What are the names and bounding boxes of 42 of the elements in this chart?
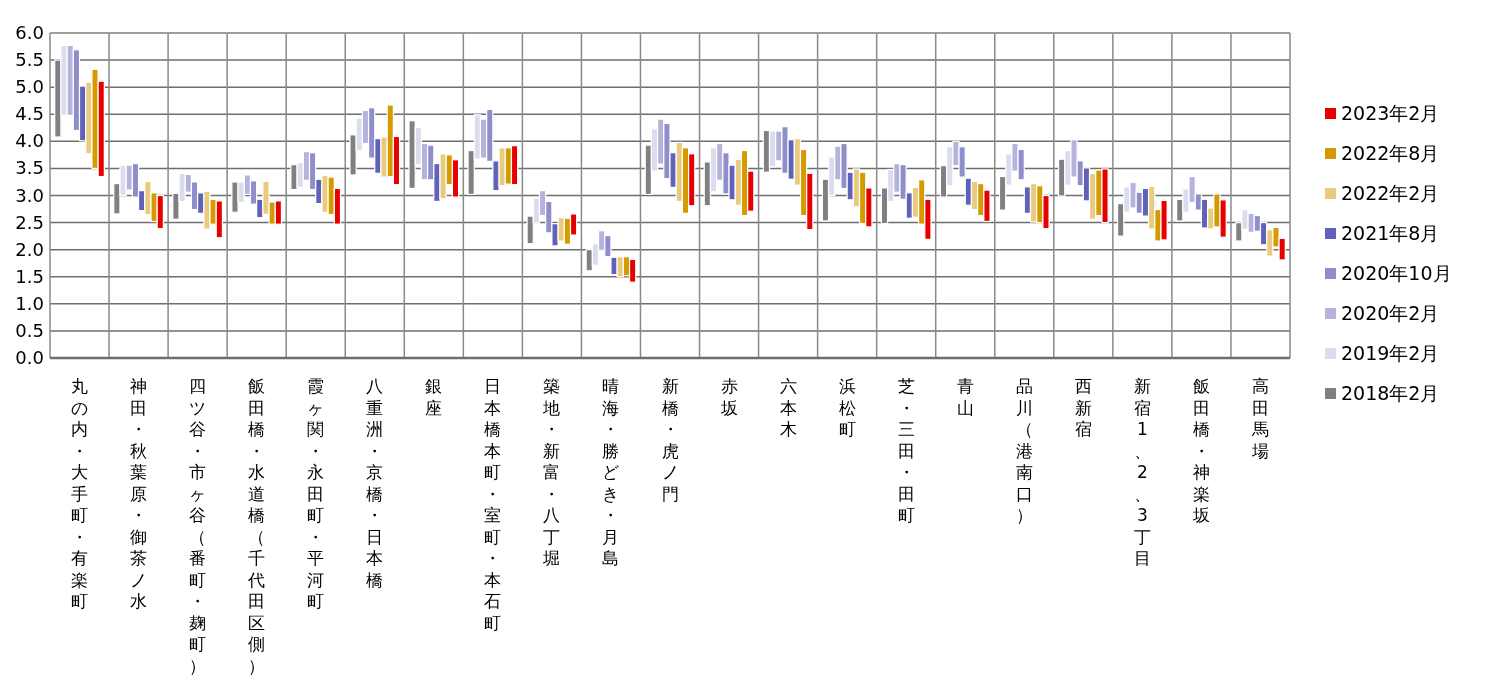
y-tick-label: 2.5	[15, 211, 44, 233]
y-tick-label: 3.0	[15, 184, 44, 206]
x-tick-label: 芝・三田・田町	[897, 376, 915, 525]
legend-label: 2022年8月	[1341, 142, 1440, 164]
y-tick-label: 1.0	[15, 292, 44, 314]
category-label: 日本橋本町・室町・本石町	[484, 376, 502, 633]
legend-label: 2023年2月	[1341, 102, 1440, 124]
category-label: 築地・新富・八丁堀	[543, 376, 561, 568]
y-tick-label: 3.5	[15, 157, 44, 179]
legend-label: 2019年2月	[1341, 342, 1440, 364]
y-tick-label: 0.0	[15, 347, 44, 368]
legend-label: 2020年10月	[1341, 262, 1452, 284]
category-label: 飯田橋・水道橋（千代田区側）	[248, 376, 266, 676]
x-tick-label: 赤坂	[719, 376, 738, 418]
category-label: 霞ヶ関・永田町・平河町	[307, 376, 325, 611]
y-tick-label: 2.0	[15, 238, 44, 260]
x-tick-label: 青山	[956, 376, 974, 418]
y-tick-label: 5.5	[15, 49, 44, 71]
y-tick-label: 4.5	[15, 103, 44, 125]
x-tick-label: 銀座	[425, 376, 443, 418]
y-tick-label: 1.5	[15, 265, 44, 287]
category-label: 晴海・勝どき・月島	[602, 376, 620, 568]
category-label: 新宿1、2、3丁目	[1133, 376, 1151, 568]
category-label: 八重洲・京橋・日本橋	[366, 376, 384, 590]
y-tick-label: 6.0	[15, 22, 44, 43]
x-tick-label: 高田馬場	[1250, 376, 1269, 461]
category-label: 神田・秋葉原・御茶ノ水	[130, 376, 148, 611]
legend-label: 2020年2月	[1341, 302, 1440, 324]
y-tick-label: 5.0	[15, 76, 44, 98]
x-tick-label: 西新宿	[1074, 376, 1092, 439]
y-tick-label: 4.0	[15, 130, 44, 152]
category-label: 丸の内・大手町・有楽町	[71, 376, 89, 611]
x-tick-label: 浜松町	[838, 376, 856, 439]
x-tick-label: 新橋・虎ノ門	[661, 376, 679, 504]
legend-label: 2018年2月	[1341, 382, 1440, 404]
x-tick-label: 飯田橋・神楽坂	[1191, 376, 1210, 525]
legend-label: 2022年2月	[1341, 182, 1440, 204]
category-label: 四ツ谷・市ヶ谷（番町・麹町）	[189, 376, 207, 676]
x-tick-label: 品川（港南口）	[1015, 376, 1033, 525]
y-tick-label: 0.5	[15, 319, 44, 341]
legend-label: 2021年8月	[1341, 222, 1440, 244]
x-tick-label: 六本木	[779, 376, 797, 439]
